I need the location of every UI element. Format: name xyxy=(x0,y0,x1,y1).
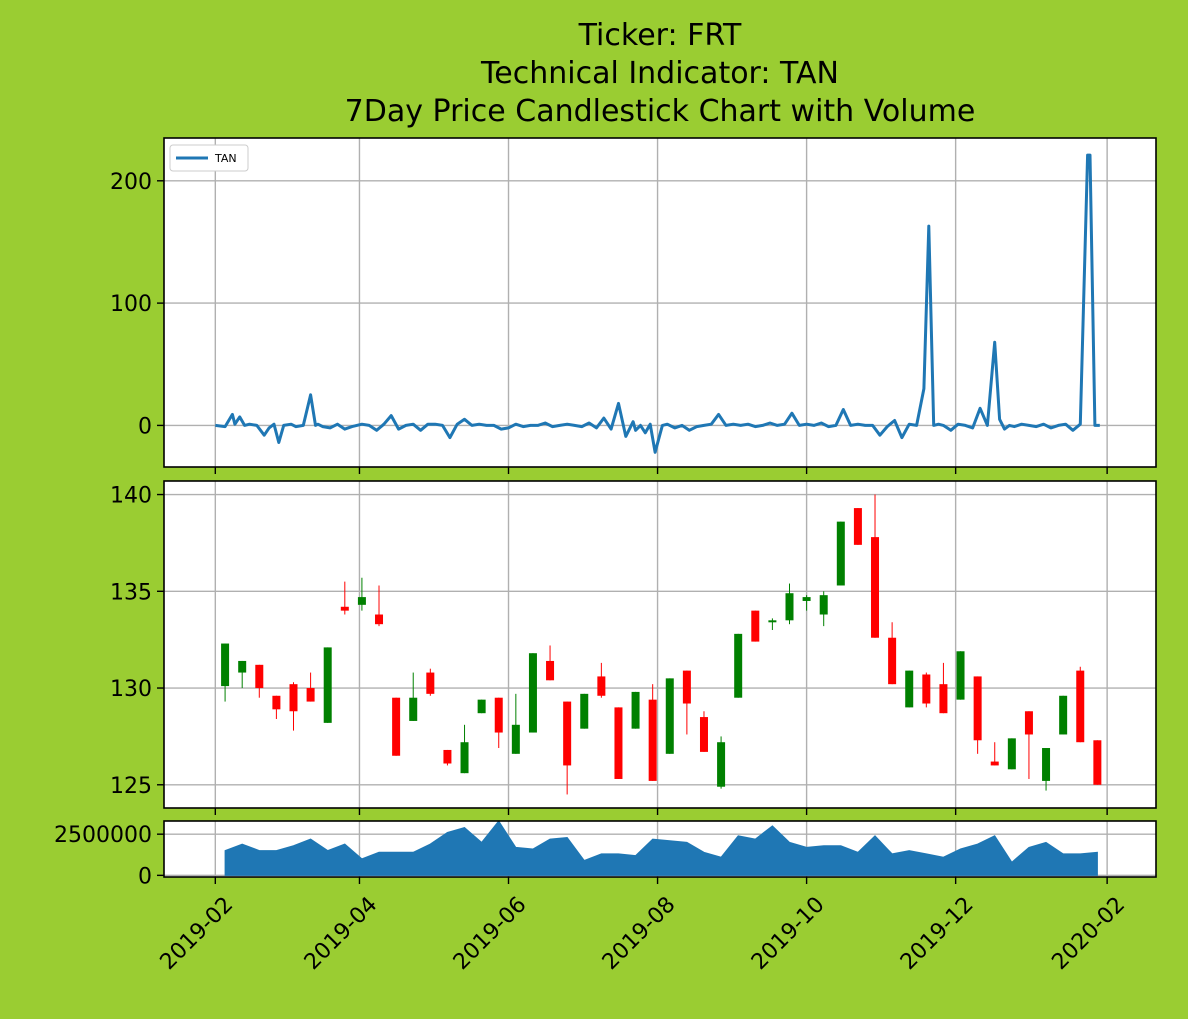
candle-body-28 xyxy=(699,717,708,752)
candle-body-44 xyxy=(973,676,982,741)
candle-body-47 xyxy=(1024,711,1033,735)
candle-body-3 xyxy=(272,695,281,710)
title-line-description: 7Day Price Candlestick Chart with Volume xyxy=(345,94,976,129)
candle-body-32 xyxy=(768,620,777,623)
volume-area-fill xyxy=(224,820,1098,876)
legend: TAN xyxy=(169,144,249,172)
candle-body-30 xyxy=(734,633,743,698)
price-ytick-label-1: 130 xyxy=(110,677,152,702)
candle-body-15 xyxy=(477,699,486,714)
price-axes-bg xyxy=(164,481,1156,808)
candle-body-31 xyxy=(751,610,760,642)
candle-body-21 xyxy=(580,693,589,729)
candle-body-0 xyxy=(221,643,230,687)
indicator-panel: 0 100 200 TAN xyxy=(110,137,1157,474)
candle-body-48 xyxy=(1042,748,1051,781)
volume-area xyxy=(224,820,1098,876)
candle-body-19 xyxy=(546,660,555,681)
candle-body-2 xyxy=(255,664,264,689)
price-panel: 125 130 135 140 xyxy=(110,480,1157,815)
candle-body-41 xyxy=(922,674,931,704)
chart-title: Ticker: FRT Technical Indicator: TAN 7Da… xyxy=(345,18,976,129)
candle-body-23 xyxy=(614,707,623,779)
candle-body-33 xyxy=(785,593,794,621)
volume-ytick-label-1: 2500000 xyxy=(54,823,152,848)
price-ytick-label-3: 140 xyxy=(110,484,152,509)
indicator-plot xyxy=(215,153,1100,454)
candle-body-43 xyxy=(956,651,965,700)
candle-body-7 xyxy=(340,606,349,611)
price-ytick-label-2: 135 xyxy=(110,580,152,605)
candle-body-42 xyxy=(939,684,948,714)
price-candles xyxy=(221,494,1102,795)
candle-body-16 xyxy=(494,697,503,733)
candle-body-22 xyxy=(597,676,606,696)
candle-body-10 xyxy=(392,697,401,756)
title-line-indicator: Technical Indicator: TAN xyxy=(480,56,839,91)
candle-body-9 xyxy=(375,614,384,625)
indicator-axes-frame xyxy=(163,137,1157,468)
price-axes-frame xyxy=(163,480,1157,809)
candle-body-1 xyxy=(238,660,247,673)
tan-series-line xyxy=(215,153,1100,454)
candle-body-8 xyxy=(357,597,366,605)
indicator-ytick-label-2: 200 xyxy=(110,170,152,195)
price-x-tick-marks xyxy=(214,808,1108,815)
candle-body-40 xyxy=(905,670,914,708)
volume-axes-frame xyxy=(163,820,1157,878)
candle-body-20 xyxy=(563,701,572,766)
candle-body-50 xyxy=(1076,670,1085,743)
candle-body-12 xyxy=(426,672,435,694)
indicator-x-tick-marks xyxy=(214,467,1108,474)
candle-body-5 xyxy=(306,688,315,702)
candle-body-51 xyxy=(1093,740,1102,785)
candle-body-39 xyxy=(888,637,897,685)
candle-body-26 xyxy=(665,678,674,754)
candle-body-17 xyxy=(511,724,520,754)
candle-body-11 xyxy=(409,697,418,721)
indicator-ytick-label-0: 0 xyxy=(138,414,152,439)
volume-y-ticks: 0 2500000 xyxy=(54,823,164,889)
candle-body-36 xyxy=(836,521,845,586)
price-ytick-label-0: 125 xyxy=(110,774,152,799)
indicator-grid xyxy=(164,138,1156,467)
candle-body-14 xyxy=(460,742,469,774)
candle-body-35 xyxy=(819,595,828,615)
candle-body-18 xyxy=(528,653,537,733)
candle-body-25 xyxy=(648,699,657,781)
legend-label-tan: TAN xyxy=(214,152,237,165)
candle-body-45 xyxy=(990,761,999,766)
candle-body-37 xyxy=(853,508,862,545)
candle-body-13 xyxy=(443,749,452,764)
title-line-ticker: Ticker: FRT xyxy=(578,18,742,53)
legend-box xyxy=(169,144,249,172)
price-grid xyxy=(164,481,1156,808)
candle-body-27 xyxy=(682,670,691,704)
price-y-ticks: 125 130 135 140 xyxy=(110,484,164,799)
candle-body-34 xyxy=(802,597,811,601)
candle-body-6 xyxy=(323,647,332,723)
candle-body-38 xyxy=(871,537,880,638)
volume-ytick-label-0: 0 xyxy=(138,864,152,889)
candle-body-29 xyxy=(717,742,726,787)
candle-body-24 xyxy=(631,691,640,729)
candle-body-4 xyxy=(289,684,298,712)
indicator-y-ticks: 0 100 200 xyxy=(110,170,164,439)
indicator-ytick-label-1: 100 xyxy=(110,292,152,317)
candle-body-46 xyxy=(1007,738,1016,770)
candle-body-49 xyxy=(1059,695,1068,735)
